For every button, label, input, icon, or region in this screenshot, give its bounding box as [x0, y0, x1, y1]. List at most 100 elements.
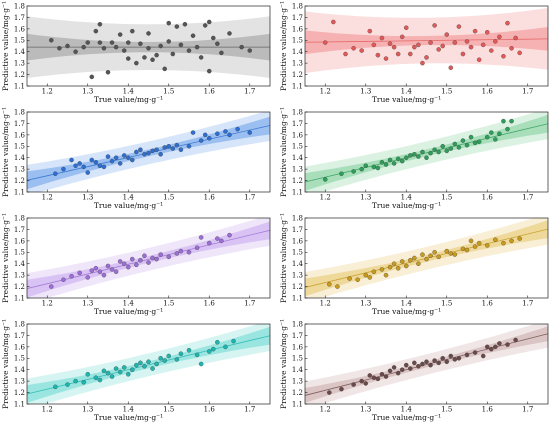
x-tick-label: 1.6 [204, 194, 216, 202]
data-point [215, 236, 220, 241]
scatter-panel-5: 1.2 1.3 1.4 1.5 1.6 1.7 1.1 1.2 1.3 1.4 1.5 1.6 1.7 1… [0, 212, 272, 318]
data-point [105, 263, 111, 269]
plot-frame [26, 5, 271, 87]
scatter-plot-svg: 1.2 1.3 1.4 1.5 1.6 1.7 1.1 1.2 1.3 1.4 1.5 1.6 1.7 1… [279, 319, 549, 422]
data-point [53, 171, 58, 176]
data-point [138, 41, 143, 46]
data-point [375, 376, 381, 382]
data-point [93, 28, 99, 34]
data-point [101, 368, 107, 374]
x-tick-label: 1.2 [320, 406, 331, 414]
y-tick-label: 1.3 [14, 272, 25, 280]
data-point [101, 46, 107, 51]
data-point [501, 118, 506, 124]
y-tick-label: 1.1 [14, 294, 25, 302]
data-point [121, 365, 127, 370]
x-tick-label: 1.4 [123, 88, 135, 96]
y-tick-label: 1.1 [292, 188, 303, 196]
data-point [436, 360, 441, 366]
y-tick-label: 1.2 [292, 71, 303, 79]
data-point [130, 157, 135, 163]
data-point [49, 284, 54, 289]
y-tick-label: 1.7 [14, 14, 25, 22]
data-point [134, 362, 139, 368]
fit-line [305, 333, 548, 396]
y-tick-label: 1.1 [14, 400, 25, 408]
y-tick-label: 1.6 [292, 237, 304, 245]
data-point [113, 155, 119, 160]
data-point [501, 54, 506, 59]
data-point [223, 129, 228, 134]
data-point [351, 46, 356, 51]
y-tick-label: 1.3 [292, 166, 303, 174]
scatter-plot-svg: 1.2 1.3 1.4 1.5 1.6 1.7 1.1 1.2 1.3 1.4 1.5 1.6 1.7 1… [1, 319, 271, 422]
data-point [375, 52, 381, 58]
data-point [367, 28, 373, 34]
data-point [194, 44, 200, 50]
data-point [162, 358, 167, 363]
data-point [65, 382, 70, 387]
data-point [371, 164, 377, 170]
data-point [391, 261, 397, 266]
data-point [355, 277, 360, 282]
x-tick-label: 1.4 [401, 194, 413, 202]
data-point [456, 356, 462, 361]
data-point [517, 236, 522, 241]
data-point [456, 24, 462, 29]
fit-line [27, 335, 270, 395]
data-point [497, 341, 502, 346]
data-point [174, 251, 180, 256]
data-point [428, 150, 433, 156]
data-point [150, 57, 155, 62]
x-axis-label: True value/mg·g⁻¹ [372, 201, 441, 210]
data-point [464, 247, 470, 253]
data-point [89, 268, 95, 273]
y-tick-label: 1.5 [292, 143, 303, 151]
x-tick-label: 1.3 [82, 88, 93, 96]
data-point [444, 32, 449, 37]
y-tick-label: 1.2 [14, 71, 25, 79]
data-point [206, 136, 212, 141]
data-point [489, 130, 494, 135]
data-point [505, 342, 510, 347]
data-point [412, 255, 417, 261]
y-axis-label: Predictive value/mg·g⁻¹ [1, 319, 10, 409]
x-tick-label: 1.5 [163, 88, 174, 96]
y-axis-label: Predictive value/mg·g⁻¹ [279, 107, 288, 197]
data-point [117, 259, 123, 264]
data-point [363, 163, 369, 168]
data-point [206, 19, 212, 25]
x-axis-label: True value/mg·g⁻¹ [372, 95, 441, 104]
x-tick-label: 1.7 [522, 194, 533, 202]
data-point [460, 51, 466, 57]
y-tick-label: 1.4 [14, 48, 26, 56]
data-point [206, 349, 212, 354]
data-point [138, 147, 143, 152]
scatter-panel-4: 1.2 1.3 1.4 1.5 1.6 1.7 1.1 1.2 1.3 1.4 1.5 1.6 1.7 1… [278, 106, 550, 212]
data-point [97, 163, 103, 168]
x-tick-label: 1.7 [244, 194, 255, 202]
x-tick-label: 1.3 [360, 88, 371, 96]
data-point [178, 351, 184, 356]
data-point [448, 251, 454, 256]
data-point [331, 19, 336, 25]
data-point [121, 261, 127, 266]
data-point [399, 259, 405, 264]
data-point [247, 130, 252, 135]
x-tick-label: 1.5 [441, 300, 452, 308]
data-point [170, 51, 176, 57]
y-tick-label: 1.8 [14, 2, 25, 10]
data-point [138, 360, 143, 366]
data-point [501, 240, 506, 246]
plot-frame [304, 5, 549, 87]
data-point [109, 374, 115, 379]
y-tick-label: 1.5 [292, 249, 303, 257]
data-point [142, 55, 147, 60]
y-axis-label: Predictive value/mg·g⁻¹ [279, 1, 288, 91]
data-point [73, 163, 78, 168]
data-point [480, 42, 486, 48]
data-point [150, 366, 155, 371]
data-point [113, 44, 119, 50]
data-point [121, 153, 127, 158]
data-point [408, 258, 413, 263]
